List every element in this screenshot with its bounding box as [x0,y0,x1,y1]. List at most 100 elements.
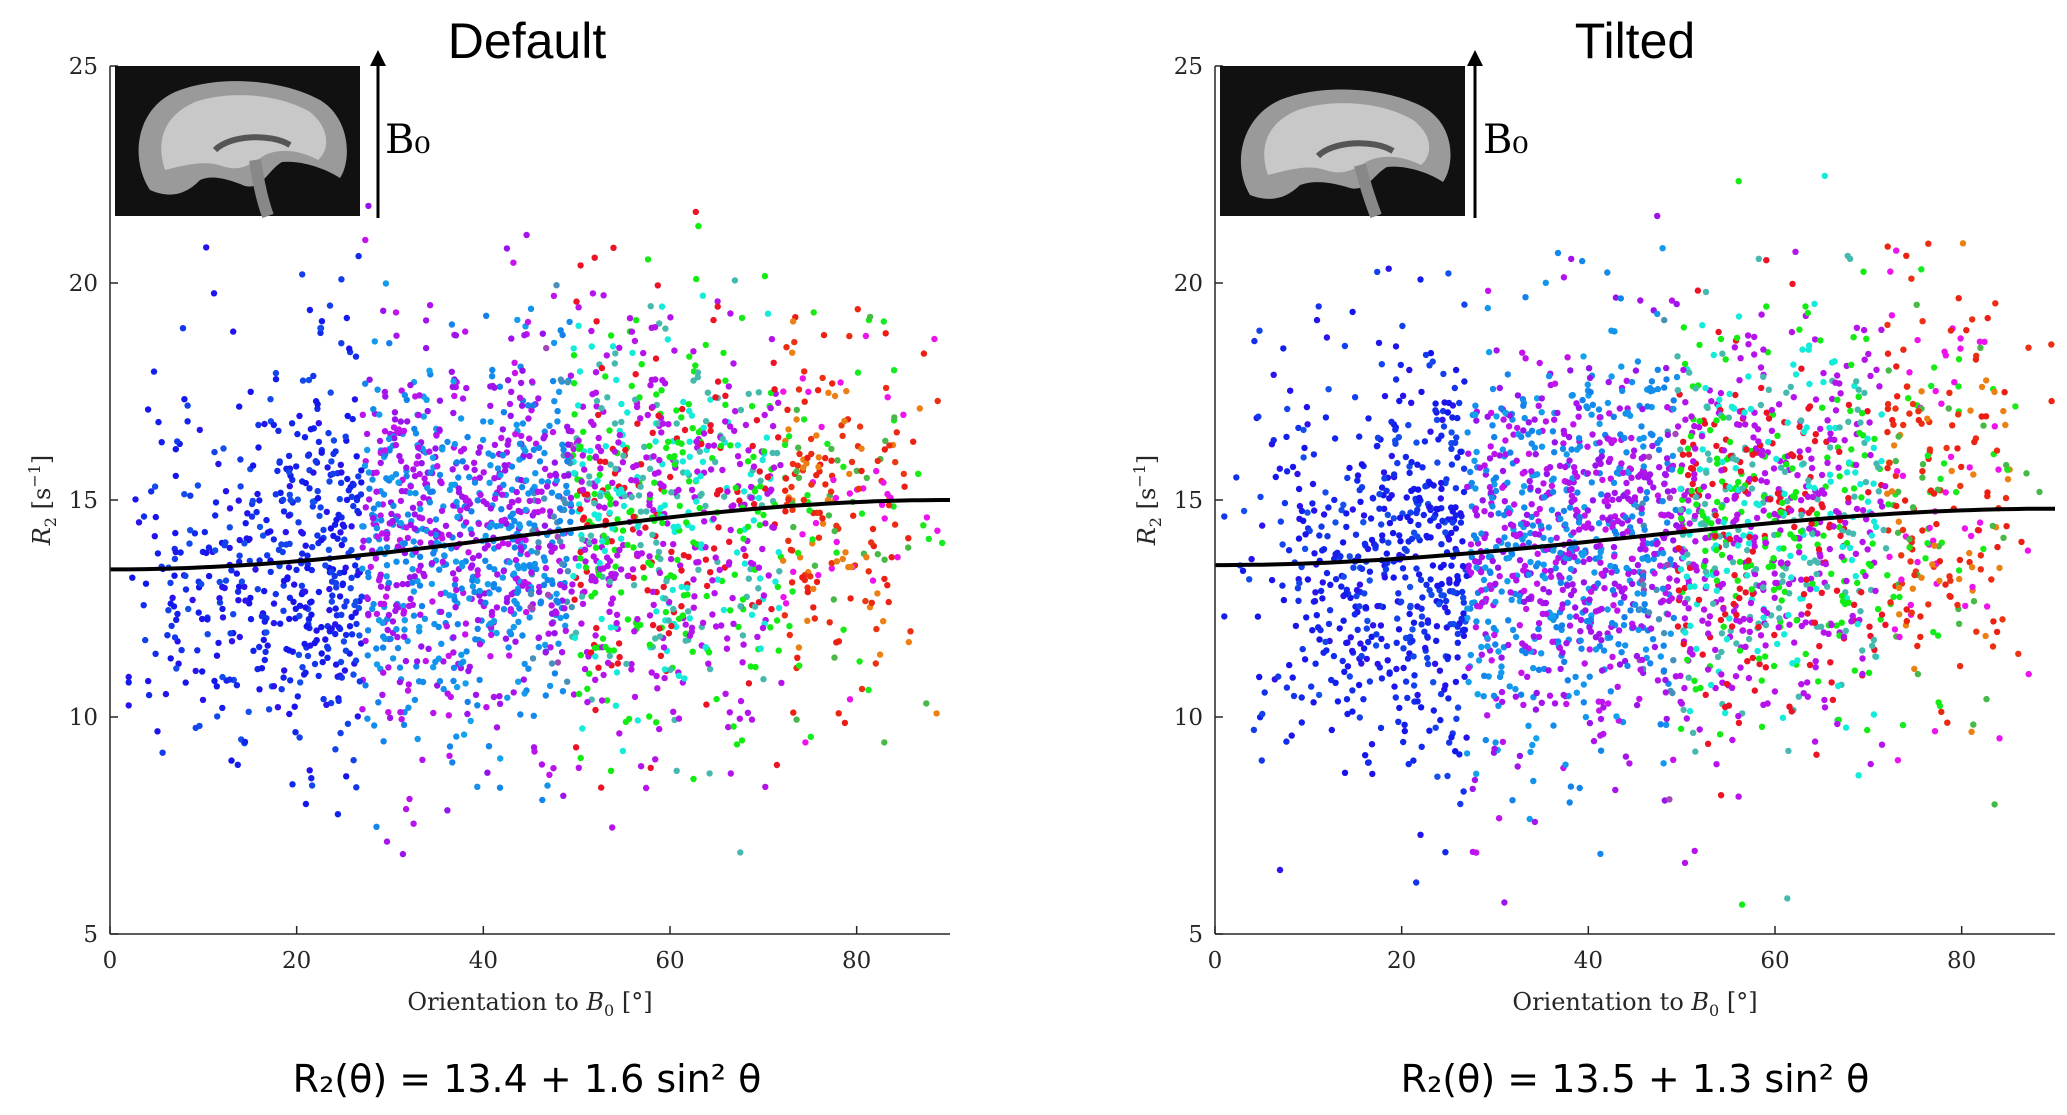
data-point [177,549,184,556]
data-point [159,749,166,756]
data-point [399,580,406,588]
data-point [1749,451,1756,458]
data-point [1637,546,1644,553]
data-point [1894,529,1902,536]
data-point [511,597,518,605]
data-point [1424,660,1432,668]
data-point [219,614,227,621]
data-point [554,659,562,666]
data-point [618,400,625,408]
data-point [729,594,736,602]
data-point [1588,479,1596,486]
data-point [1670,614,1678,622]
data-point [294,693,301,700]
data-point [579,461,586,468]
data-point [1622,753,1630,760]
data-point [1716,396,1723,403]
data-point [755,585,762,592]
data-point [205,544,213,551]
data-point [727,607,734,614]
data-point [476,444,484,451]
data-point [1582,607,1589,614]
data-point [685,478,693,485]
data-point [1239,567,1247,574]
data-point [1859,670,1866,678]
data-point [445,531,453,538]
data-point [422,317,430,324]
data-point [1818,471,1826,479]
data-point [315,672,322,680]
data-point [1805,405,1812,412]
data-point [553,282,560,289]
data-point [1826,471,1834,478]
data-point [614,660,622,667]
data-point [527,305,535,312]
data-point [1983,603,1991,610]
data-point [846,470,853,478]
data-point [348,613,355,621]
data-point [756,521,763,529]
data-point [359,706,366,713]
data-point [652,355,660,362]
data-point [383,838,391,845]
data-point [152,513,159,521]
data-point [1402,453,1410,461]
data-point [512,575,519,582]
data-point [1746,475,1753,483]
x-tick-label: 60 [655,948,684,974]
data-point [471,479,479,486]
data-point [1852,550,1860,557]
data-point [272,369,280,377]
data-point [1317,587,1325,595]
data-point [376,411,383,418]
data-point [1440,370,1447,378]
data-point [172,548,179,556]
data-point [203,549,210,557]
data-point [1440,423,1448,430]
data-point [626,508,633,516]
data-point [457,415,465,422]
data-point [2048,341,2055,348]
data-point [873,467,880,475]
data-point [371,722,378,729]
data-point [731,277,739,284]
data-point [587,447,594,454]
data-point [1634,358,1642,365]
data-point [1608,569,1615,576]
data-point [353,453,360,460]
data-point [274,704,282,711]
data-point [577,505,584,513]
data-point [1338,583,1345,590]
data-point [596,559,603,567]
data-point [1751,570,1759,578]
data-point [448,481,455,489]
data-point [804,584,811,591]
data-point [1246,576,1253,583]
data-point [1791,523,1798,531]
data-point [767,404,774,412]
data-point [326,302,334,309]
data-point [616,344,623,351]
data-point [1552,559,1560,566]
data-point [247,615,255,623]
data-point [1863,335,1870,342]
data-point [140,513,148,520]
data-point [706,665,714,673]
data-point [1633,701,1641,709]
data-point [404,418,411,425]
data-point [1566,613,1574,620]
data-point [657,652,665,659]
data-point [1793,617,1800,624]
data-point [606,509,613,516]
data-point [451,581,459,588]
data-point [714,378,722,385]
data-point [1427,428,1434,435]
data-point [372,555,380,562]
data-point [1888,312,1896,319]
data-point [506,503,513,511]
data-point [1411,672,1418,679]
data-point [724,635,731,642]
data-point [607,767,615,774]
data-point [586,539,593,546]
